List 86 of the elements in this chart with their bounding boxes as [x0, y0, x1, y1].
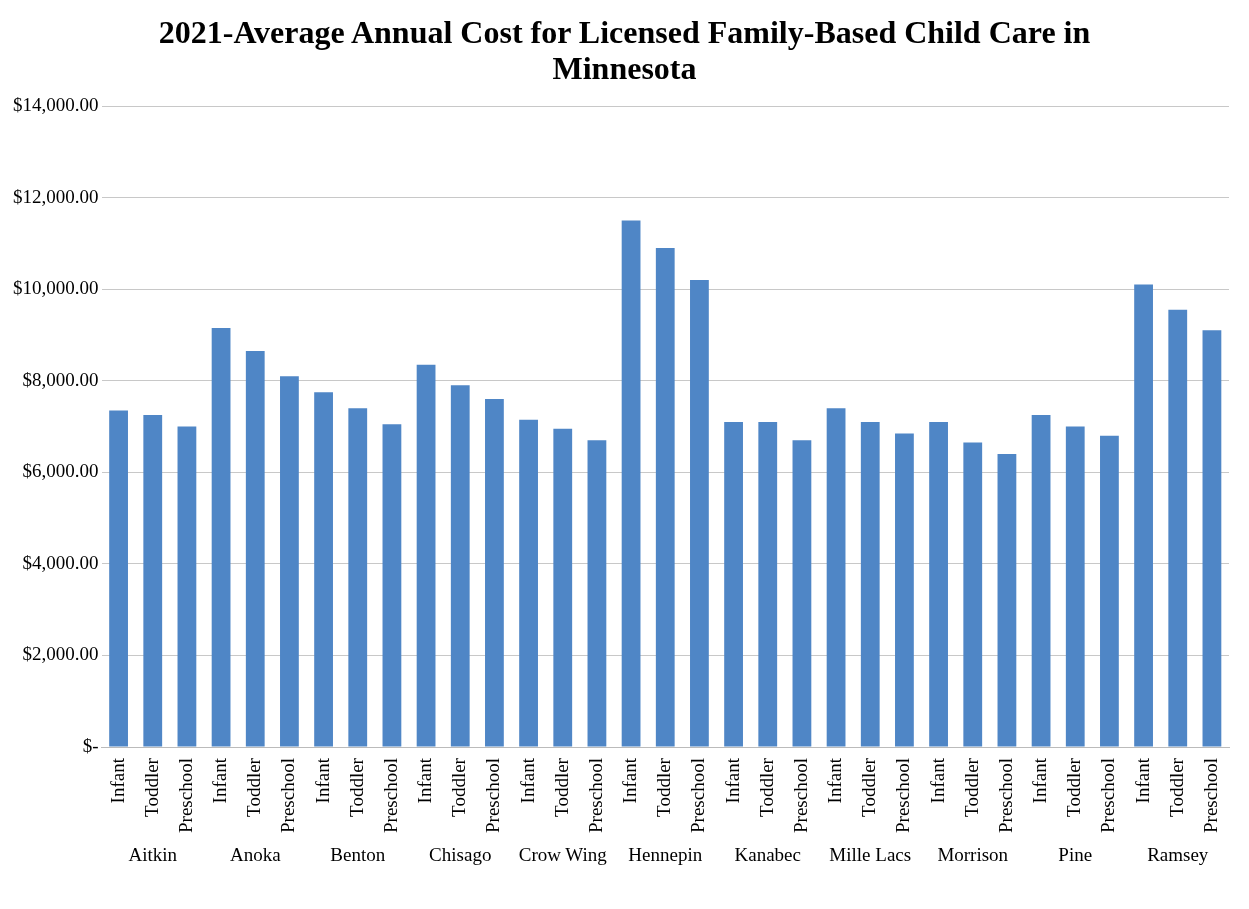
- bar: [929, 421, 948, 747]
- bar: [109, 410, 128, 747]
- text: Morrison: [936, 844, 1010, 866]
- bar: [655, 247, 675, 747]
- x-tick-label: Toddler: [1165, 757, 1187, 817]
- text: Kanabec: [733, 844, 802, 866]
- x-tick-label: Preschool: [1199, 758, 1221, 833]
- bar: [997, 454, 1017, 747]
- bar: [1202, 330, 1222, 747]
- bar: [314, 392, 333, 747]
- bar: [211, 328, 231, 747]
- y-tick-label: $2,000.00: [22, 643, 99, 665]
- bar: [792, 440, 812, 747]
- bar: [143, 415, 163, 747]
- text: Chisago: [428, 844, 493, 866]
- bar: [963, 442, 983, 747]
- bar: [280, 376, 299, 747]
- bar: [177, 426, 197, 747]
- x-tick-label: Infant: [311, 757, 333, 804]
- x-tick-label: Preschool: [482, 758, 504, 833]
- x-tick-label: Infant: [414, 757, 436, 804]
- x-tick-label: Preschool: [277, 758, 299, 833]
- x-tick-label: Toddler: [858, 757, 880, 817]
- text: Ramsey: [1146, 844, 1210, 866]
- x-tick-label: Toddler: [140, 757, 162, 817]
- bar: [382, 424, 402, 747]
- text: Crow Wing: [517, 844, 608, 866]
- x-tick-label: Infant: [824, 757, 846, 804]
- bar: [690, 280, 709, 747]
- x-tick-label: Infant: [619, 757, 641, 804]
- bar: [1134, 284, 1153, 747]
- x-tick-label: Preschool: [584, 758, 606, 833]
- y-tick-label: $-: [82, 735, 99, 757]
- x-tick-label: Preschool: [892, 758, 914, 833]
- bar: [348, 408, 368, 747]
- bar: [1100, 435, 1119, 747]
- bar: [553, 428, 573, 747]
- x-tick-label: Infant: [1131, 757, 1153, 804]
- y-tick-label: $12,000.00: [13, 185, 99, 207]
- x-tick-label: Toddler: [1063, 757, 1085, 817]
- bar: [758, 421, 778, 747]
- x-tick-label: Preschool: [994, 758, 1016, 833]
- x-tick-label: Infant: [721, 757, 743, 804]
- x-tick-label: Preschool: [379, 758, 401, 833]
- text: Mille Lacs: [828, 844, 913, 866]
- bar: [1065, 426, 1085, 747]
- bar: [485, 399, 504, 747]
- text: Pine: [1057, 844, 1094, 866]
- x-tick-label: Preschool: [789, 758, 811, 833]
- y-tick-label: $4,000.00: [22, 551, 99, 573]
- bar: [1031, 415, 1051, 747]
- y-tick-label: $6,000.00: [22, 460, 99, 482]
- bar: [860, 421, 880, 747]
- x-tick-label: Infant: [209, 757, 231, 804]
- x-tick-label: Toddler: [755, 757, 777, 817]
- x-tick-label: Preschool: [687, 758, 709, 833]
- x-tick-label: Toddler: [243, 757, 265, 817]
- bar: [1168, 309, 1188, 747]
- x-tick-label: Toddler: [448, 757, 470, 817]
- chart-title: 2021-Average Annual Cost for Licensed Family-Based Child Care in Minnesota: [157, 14, 1092, 86]
- bar: [245, 350, 265, 747]
- x-tick-label: Infant: [106, 757, 128, 804]
- x-tick-label: Toddler: [960, 757, 982, 817]
- y-tick-label: $14,000.00: [13, 93, 99, 115]
- bar: [519, 419, 538, 747]
- x-tick-label: Toddler: [550, 757, 572, 817]
- y-tick-label: $10,000.00: [13, 277, 99, 299]
- x-tick-label: Toddler: [345, 757, 367, 817]
- bar: [587, 440, 607, 747]
- text: Anoka: [228, 844, 282, 866]
- x-tick-label: Infant: [1029, 757, 1051, 804]
- bar: [895, 433, 914, 747]
- bar: [826, 408, 846, 747]
- bar: [724, 421, 743, 747]
- text: Benton: [329, 844, 387, 866]
- x-tick-label: Infant: [516, 757, 538, 804]
- bar: [450, 385, 470, 747]
- x-tick-label: Infant: [926, 757, 948, 804]
- x-tick-label: Toddler: [653, 757, 675, 817]
- text: Hennepin: [627, 844, 704, 866]
- x-tick-label: Preschool: [174, 758, 196, 833]
- x-tick-label: Preschool: [1097, 758, 1119, 833]
- bar: [621, 220, 641, 747]
- bar: [416, 364, 436, 747]
- text: Aitkin: [127, 844, 179, 866]
- y-tick-label: $8,000.00: [22, 368, 99, 390]
